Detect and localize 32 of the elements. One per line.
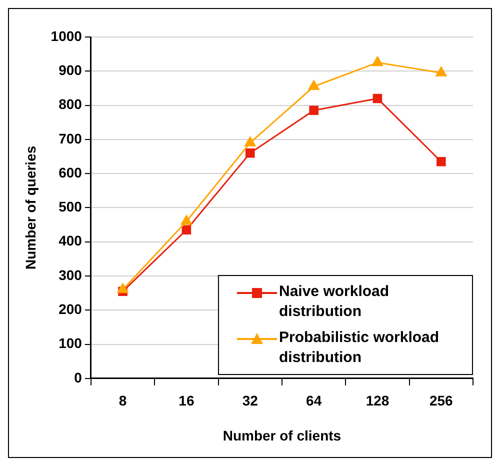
x-axis-title: Number of clients [222, 427, 342, 444]
point [308, 80, 320, 90]
y-tick-label: 200 [58, 300, 82, 317]
point [309, 106, 318, 116]
y-axis-title: Number of queries [22, 146, 38, 270]
y-tick-label: 800 [58, 96, 82, 112]
x-tick-label: 128 [366, 392, 390, 409]
point [182, 225, 192, 235]
y-tick-label: 400 [58, 232, 82, 249]
y-tick-label: 300 [58, 266, 82, 283]
y-tick-label: 100 [58, 335, 82, 352]
y-tick-label: 0 [74, 369, 82, 386]
legend-label: Probabilistic workload distribution [279, 328, 440, 368]
y-tick-label: 600 [58, 164, 82, 180]
x-tick-label: 32 [242, 392, 258, 409]
point [244, 136, 256, 146]
point [436, 156, 446, 166]
point [117, 283, 128, 294]
y-tick-label: 700 [58, 130, 82, 146]
point [245, 148, 255, 158]
y-tick-label: 900 [58, 62, 82, 78]
point [180, 215, 192, 225]
x-tick-label: 256 [429, 392, 454, 409]
point [372, 94, 382, 104]
point [372, 56, 383, 66]
legend-label: Naive workload distribution [279, 282, 390, 322]
x-tick-label: 8 [118, 392, 127, 409]
y-tick-label: 1000 [50, 28, 82, 44]
x-tick-label: 64 [306, 392, 322, 409]
point [436, 66, 447, 76]
x-tick-label: 16 [178, 392, 194, 409]
y-tick-label: 500 [58, 198, 82, 215]
